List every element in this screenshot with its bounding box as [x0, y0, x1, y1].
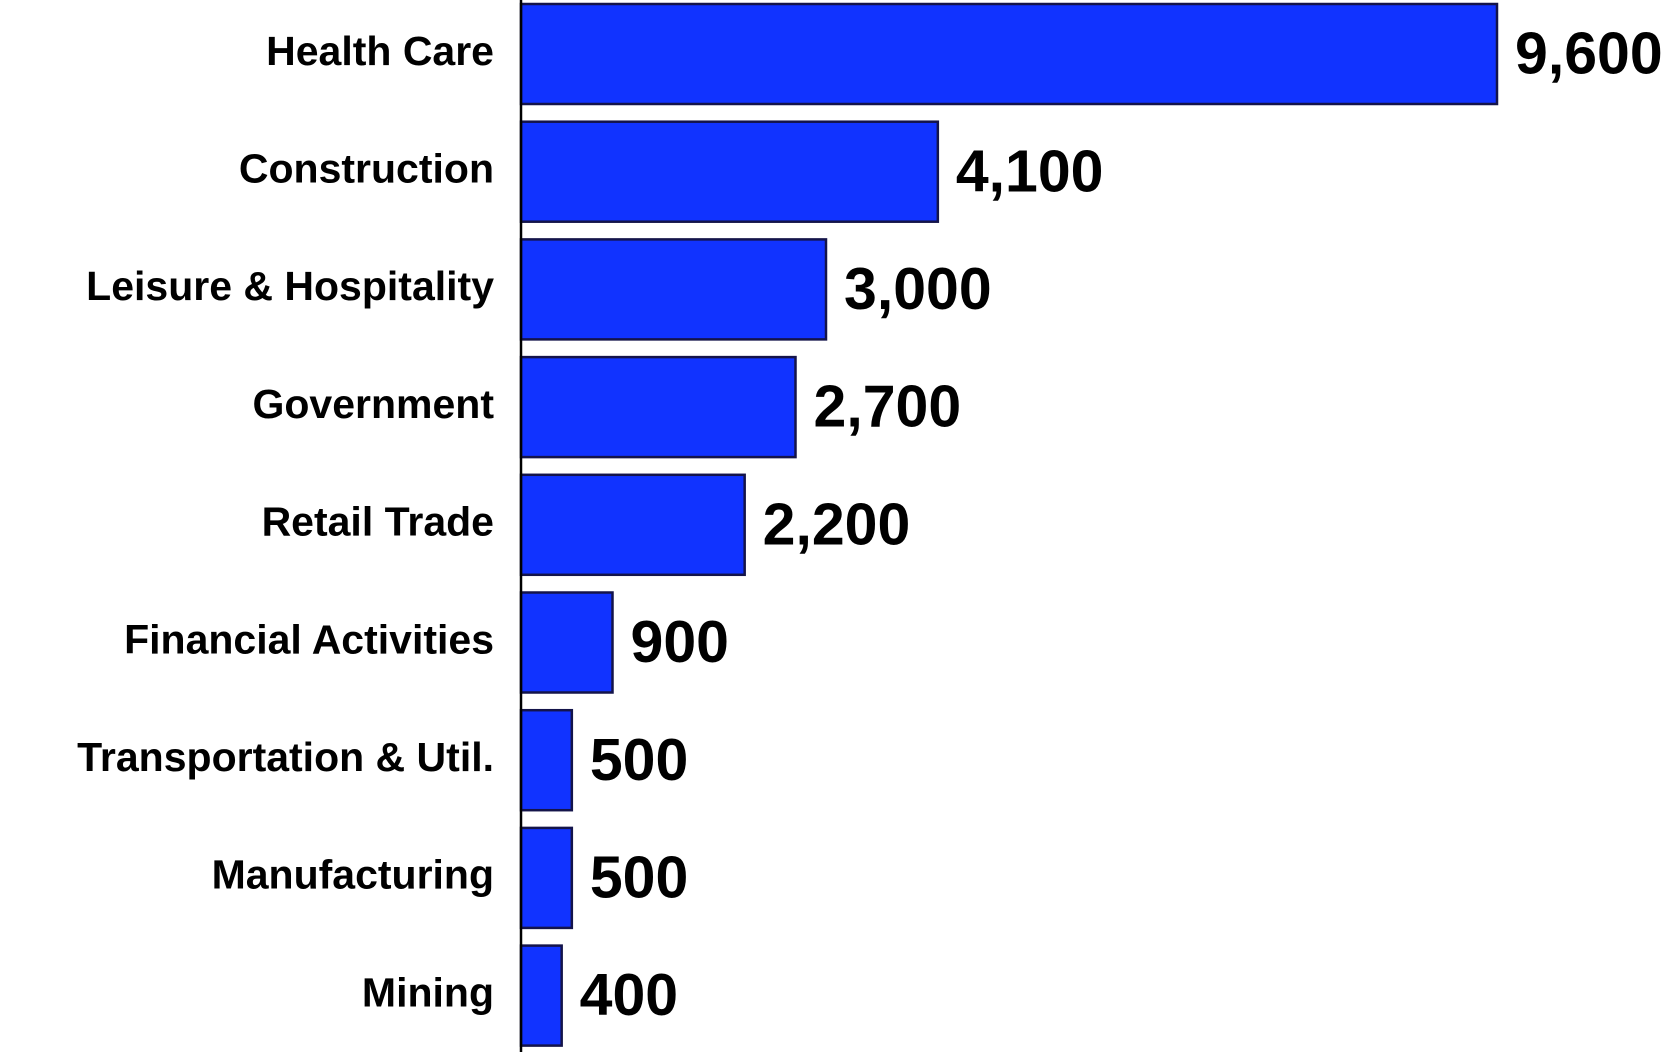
y-tick-label: Health Care: [266, 28, 494, 74]
bar: [519, 944, 563, 1047]
value-label: 900: [631, 609, 729, 675]
value-label: 400: [580, 962, 678, 1028]
y-tick-label: Construction: [239, 146, 494, 192]
y-tick-label: Manufacturing: [212, 852, 494, 898]
y-tick-label: Leisure & Hospitality: [86, 263, 494, 309]
y-tick-label: Transportation & Util.: [77, 734, 494, 780]
bar: [519, 120, 940, 223]
value-label: 500: [590, 727, 688, 793]
bar: [519, 355, 797, 459]
bar: [519, 2, 1499, 106]
value-label: 2,700: [814, 374, 962, 440]
bar: [519, 708, 574, 812]
y-tick-label: Government: [253, 381, 495, 427]
bar: [519, 238, 828, 341]
value-label: 9,600: [1515, 21, 1663, 87]
bar: [519, 473, 746, 577]
value-label: 2,200: [763, 491, 911, 557]
value-label: 500: [590, 844, 688, 910]
value-label: 4,100: [956, 138, 1104, 204]
y-tick-label: Retail Trade: [262, 499, 494, 545]
bar: [519, 591, 614, 694]
value-label: 3,000: [844, 256, 992, 322]
y-tick-label: Financial Activities: [124, 616, 494, 662]
bar: [519, 826, 574, 930]
y-tick-label: Mining: [362, 969, 494, 1015]
